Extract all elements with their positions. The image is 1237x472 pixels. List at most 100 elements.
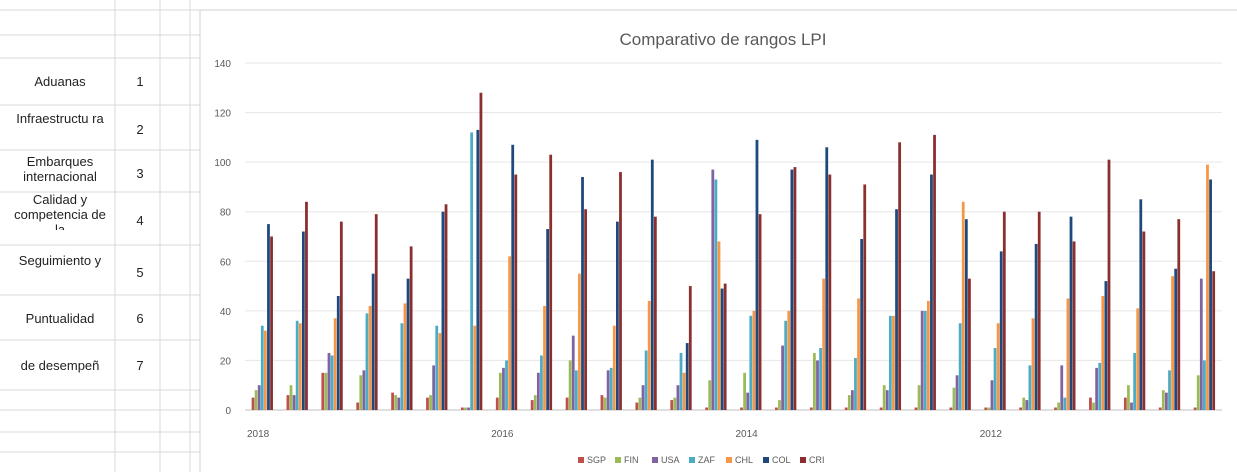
bar-cri [270,236,273,410]
bar-zaf [330,355,334,410]
bar-sgp [321,372,325,410]
bar-col [930,174,933,410]
bar-usa [362,370,366,410]
lpi-bar-chart: Comparativo de rangos LPI 0 20 40 60 80 100 120… [214,30,1222,465]
legend-label-chl: CHL [735,455,753,465]
bar-zaf [854,357,857,410]
bar-usa [850,390,854,410]
bar-usa [502,367,505,410]
bar-zaf [470,132,474,410]
bar-fin [987,407,991,410]
bar-col [476,129,480,411]
bar-col [825,147,829,410]
bar-zaf [295,320,299,410]
bar-cri [898,142,902,410]
bar-cri [1212,271,1216,410]
bar-usa [711,169,715,410]
bar-sgp [356,402,360,410]
bar-chl [543,305,546,410]
bar-zaf [714,179,718,410]
bar-chl [1206,164,1209,410]
y-tick-label: 60 [220,257,232,268]
bar-cri [409,246,413,410]
legend-label-fin: FIN [624,455,639,465]
bar-zaf [540,355,543,410]
x-tick-label: 2012 [980,429,1003,440]
legend-swatch-chl [726,457,732,463]
bar-chl [263,330,267,410]
bar-chl [508,256,512,410]
bar-usa [885,390,889,410]
bar-fin [673,397,677,410]
x-tick-label: 2014 [736,429,759,440]
bar-sgp [984,407,988,410]
bar-usa [432,365,436,410]
bar-usa [327,352,331,410]
table-row-label: Seguimiento y [18,253,102,268]
bar-sgp [775,407,778,410]
bar-usa [606,370,610,410]
bar-zaf [609,367,613,410]
bar-usa [816,360,819,410]
bar-col [790,169,794,410]
bar-chl [822,278,826,410]
bar-zaf [749,315,753,410]
table-row-label: Aduanas [34,74,86,89]
bar-sgp [670,400,674,410]
bar-zaf [679,352,683,410]
bar-zaf [1133,352,1136,410]
bar-col [720,288,724,410]
bar-col [650,159,654,410]
bar-cri [1142,231,1146,410]
bar-col [511,144,515,411]
bar-usa [467,407,470,410]
table-row-label: Calidad y competencia de la [14,192,106,230]
bar-sgp [600,395,604,410]
bar-zaf [400,323,404,410]
bar-zaf [505,360,508,410]
y-tick-label: 100 [214,158,231,169]
y-tick-label: 40 [220,307,232,318]
bars-group [251,92,1216,411]
bar-fin [952,387,956,410]
legend-swatch-fin [615,457,621,463]
bar-usa [1095,367,1099,410]
bar-sgp [844,407,848,410]
bar-chl [1171,276,1174,410]
bar-zaf [784,320,788,410]
y-tick-label: 20 [220,356,232,367]
table-row-label: de desempeñ [20,358,100,373]
bar-usa [397,397,401,410]
y-tick-label: 0 [225,406,231,417]
legend-label-cri: CRI [809,455,825,465]
table-row-num: 5 [136,265,144,280]
bar-col [860,238,864,410]
bar-zaf [819,348,822,410]
bar-chl [787,310,791,410]
bar-chl [473,325,477,410]
bar-sgp [705,407,709,410]
bar-fin [1161,390,1165,410]
bar-col [964,219,968,410]
legend-swatch-usa [652,457,658,463]
legend-swatch-col [763,457,769,463]
bar-fin [1196,375,1200,410]
bar-fin [429,395,432,410]
bar-chl [926,300,930,410]
bar-chl [578,273,581,410]
bar-col [895,209,898,410]
bar-zaf [993,348,997,410]
bar-usa [571,335,575,410]
bar-zaf [435,325,439,410]
legend-swatch-sgp [578,457,584,463]
bar-sgp [740,407,743,410]
bar-usa [1199,278,1203,410]
table-row-num: 4 [136,213,144,228]
spreadsheet-table: Aduanas 1 Infraestructu ra 2 Embarques i… [0,0,200,472]
bar-chl [1031,318,1035,410]
bar-sgp [460,407,464,410]
bar-cri [863,184,867,410]
bar-cri [793,167,797,410]
bar-usa [1130,402,1133,410]
